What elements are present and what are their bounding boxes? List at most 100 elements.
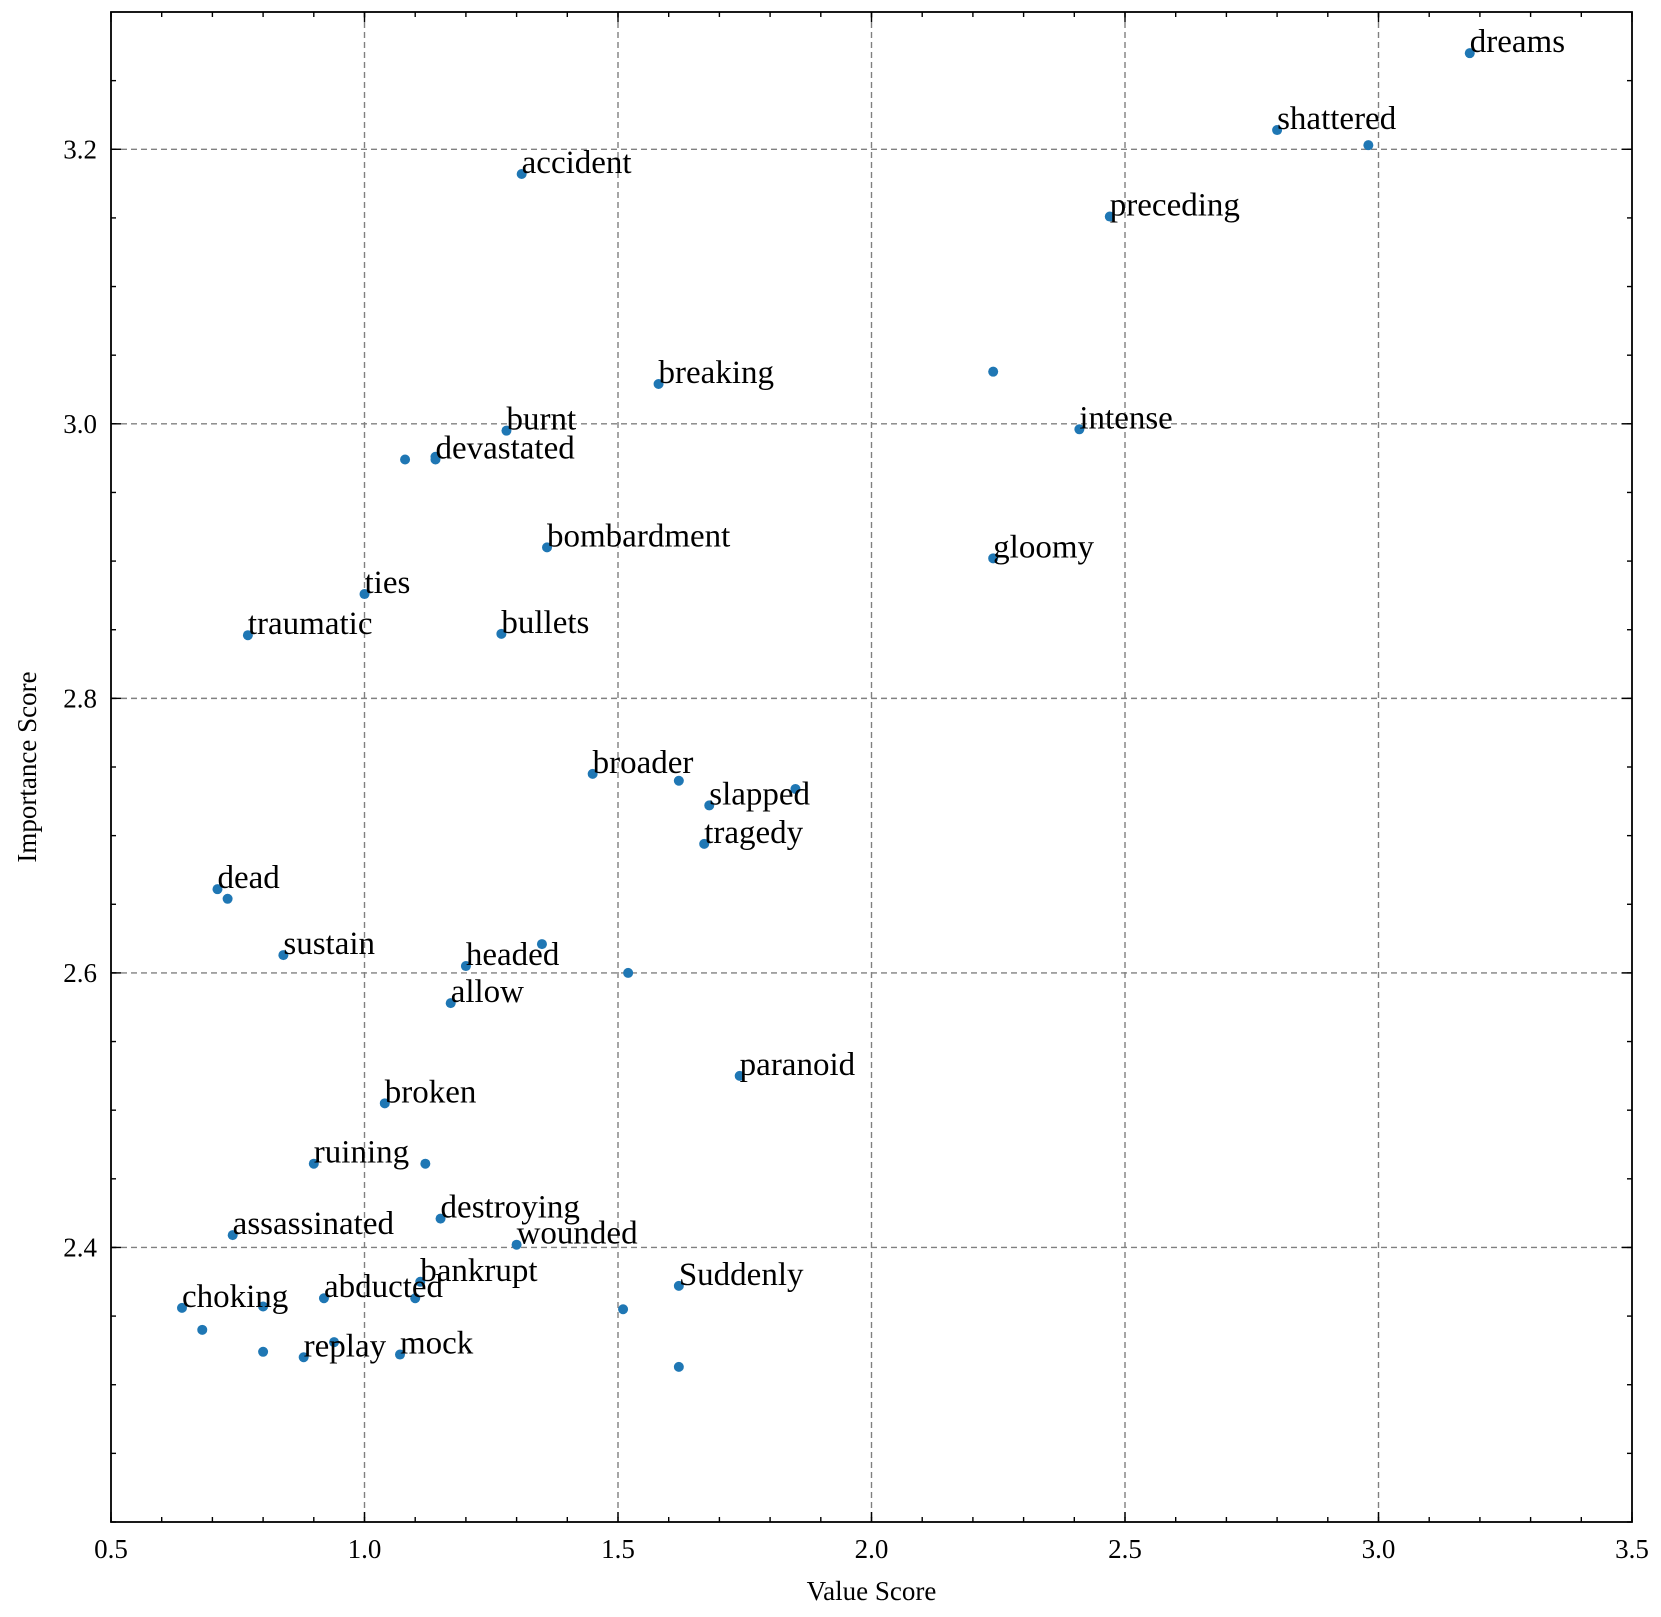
data-point [410, 1293, 421, 1304]
data-point [511, 1239, 522, 1250]
x-tick-label: 1.0 [348, 1534, 382, 1564]
data-point [699, 838, 710, 849]
point-label: Suddenly [679, 1257, 804, 1293]
data-point [790, 783, 801, 794]
x-tick-label: 2.5 [1108, 1534, 1142, 1564]
point-label: devastated [435, 431, 575, 467]
point-label: broader [593, 745, 694, 781]
data-point [988, 366, 999, 377]
data-point [501, 425, 512, 436]
data-point [258, 1301, 269, 1312]
data-point [1272, 125, 1283, 136]
data-point [379, 1098, 390, 1109]
x-axis-title: Value Score [807, 1576, 937, 1606]
point-label: mock [400, 1326, 474, 1362]
data-point [445, 998, 456, 1009]
x-tick-labels: 0.5 1.0 1.5 2.0 2.5 3.0 3.5 [94, 1534, 1649, 1564]
data-point [704, 800, 715, 811]
x-tick-label: 3.5 [1615, 1534, 1649, 1564]
y-tick-labels: 2.4 2.6 2.8 3.0 3.2 [63, 134, 97, 1262]
point-label: tragedy [704, 815, 803, 851]
point-label: wounded [517, 1216, 638, 1252]
plot-frame [110, 11, 1633, 1523]
data-point [734, 1070, 745, 1081]
data-point [176, 1302, 187, 1313]
point-label: slapped [709, 776, 810, 812]
data-point [242, 630, 253, 641]
point-label: abducted [324, 1269, 444, 1305]
data-point [623, 967, 634, 978]
point-label: ruining [314, 1135, 409, 1171]
point-label: allow [451, 974, 524, 1010]
point-label: accident [522, 145, 632, 181]
data-points [176, 48, 1475, 1372]
point-label: intense [1079, 400, 1172, 436]
data-point [1363, 140, 1374, 151]
data-point [988, 553, 999, 564]
data-point [212, 884, 223, 895]
data-point [1104, 211, 1115, 222]
point-label: preceding [1110, 188, 1240, 224]
y-tick-label: 3.2 [63, 134, 97, 164]
point-label: destroying [441, 1190, 580, 1226]
data-point [673, 775, 684, 786]
point-label: paranoid [740, 1047, 856, 1083]
data-point [415, 1276, 426, 1287]
data-point [359, 589, 370, 600]
data-point [1074, 424, 1085, 435]
point-label: shattered [1277, 101, 1397, 137]
data-point [587, 768, 598, 779]
y-tick-label: 2.6 [63, 958, 97, 988]
y-tick-label: 3.0 [63, 409, 97, 439]
data-point [460, 961, 471, 972]
y-axis-title: Importance Score [12, 671, 42, 862]
x-tick-label: 0.5 [94, 1534, 128, 1564]
point-label: bombardment [547, 518, 730, 554]
data-point [435, 1213, 446, 1224]
data-point [542, 542, 553, 553]
point-label: assassinated [233, 1206, 395, 1242]
point-label: replay [304, 1328, 387, 1364]
data-point [222, 893, 233, 904]
data-point [1464, 48, 1475, 59]
data-point [278, 950, 289, 961]
point-label: dead [217, 860, 280, 896]
data-point [318, 1293, 329, 1304]
data-point [536, 939, 547, 950]
data-point [227, 1230, 238, 1241]
point-label: dreams [1470, 24, 1565, 60]
data-point [308, 1158, 319, 1169]
data-point [298, 1352, 309, 1363]
point-label: bullets [501, 605, 589, 641]
point-labels: dreams shattered accident preceding breaking… [182, 24, 1565, 1364]
point-label: burnt [506, 402, 576, 438]
y-tick-label: 2.8 [63, 683, 97, 713]
data-point [394, 1349, 405, 1360]
data-point [329, 1337, 340, 1348]
x-tick-label: 1.5 [601, 1534, 635, 1564]
data-point [420, 1158, 431, 1169]
x-tick-label: 3.0 [1362, 1534, 1396, 1564]
point-label: gloomy [993, 529, 1094, 565]
data-point [618, 1304, 629, 1315]
point-label: bankrupt [420, 1253, 537, 1289]
data-point [496, 628, 507, 639]
point-label: traumatic [248, 606, 373, 642]
data-point [653, 379, 664, 390]
data-point [430, 454, 441, 465]
point-label: broken [385, 1074, 477, 1110]
data-point [673, 1280, 684, 1291]
data-point [258, 1346, 269, 1357]
x-tick-label: 2.0 [855, 1534, 889, 1564]
data-point [197, 1324, 208, 1335]
grid [111, 12, 1632, 1522]
point-label: choking [182, 1279, 288, 1315]
point-label: sustain [283, 926, 375, 962]
point-label: headed [466, 937, 560, 973]
y-tick-label: 2.4 [63, 1232, 97, 1262]
point-label: ties [365, 565, 411, 601]
data-point [400, 454, 411, 465]
data-point [516, 168, 527, 179]
point-label: breaking [659, 355, 774, 391]
